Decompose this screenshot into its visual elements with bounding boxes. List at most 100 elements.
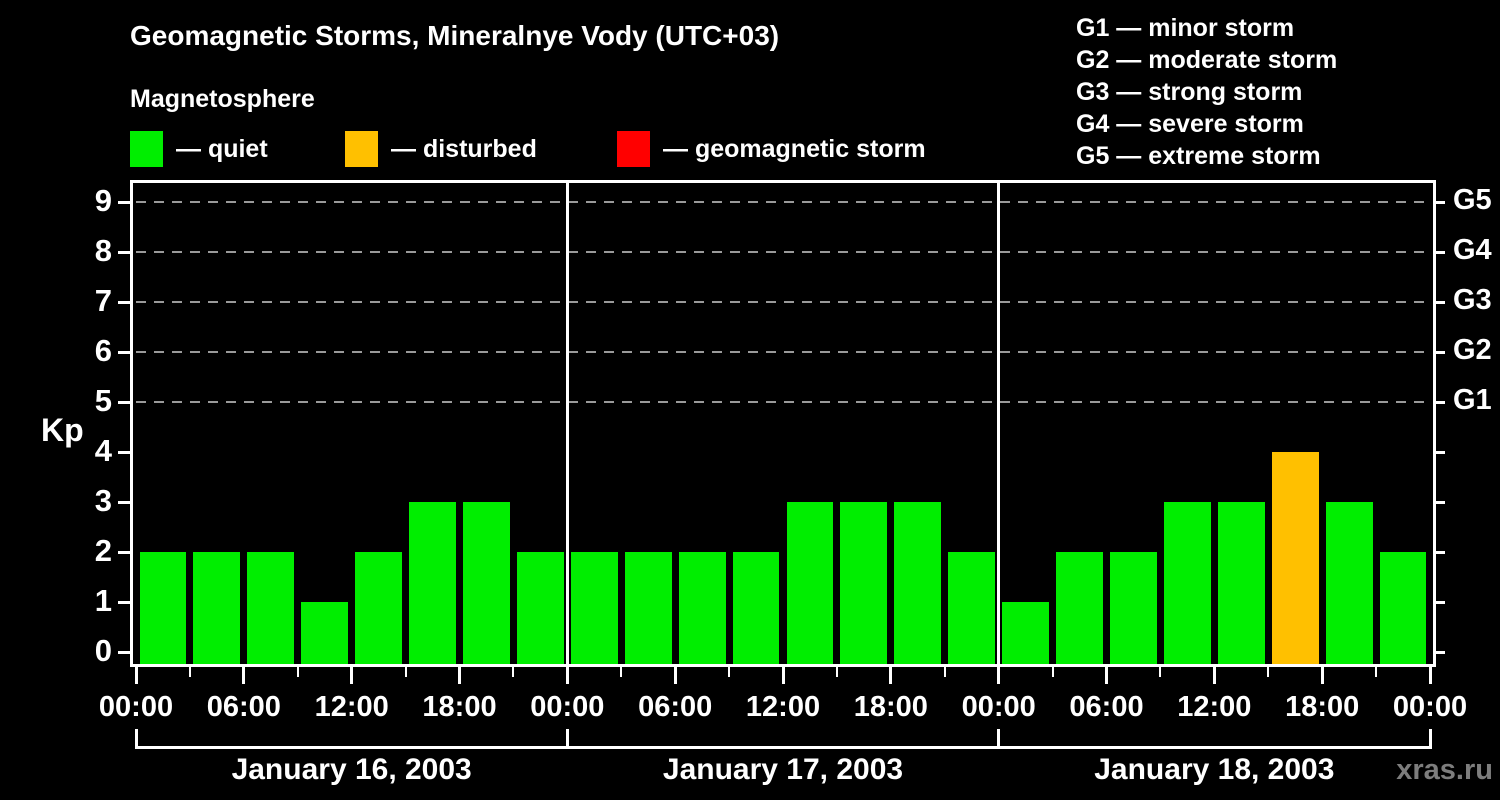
day-bracket-tick-0	[134, 729, 138, 749]
quiet-color-swatch	[130, 131, 163, 167]
x-axis-minor-tick	[835, 667, 838, 677]
x-tick-label-2: 06:00	[206, 691, 281, 723]
kp-bar-day1-slot1-quiet	[139, 552, 187, 664]
x-axis-major-tick	[458, 667, 461, 684]
right-axis-tick-6	[1433, 351, 1445, 354]
x-tick-label-16: 00:00	[961, 691, 1036, 723]
y-axis-tick-2	[118, 551, 130, 554]
day-separator-2	[997, 183, 1001, 664]
storm-scale-legend: G1 — minor storm G2 — moderate storm G3 …	[1076, 12, 1337, 172]
x-axis-minor-tick	[296, 667, 299, 677]
legend-item-storm: — geomagnetic storm	[617, 131, 926, 167]
gridline-kp-6	[136, 351, 1430, 353]
y-tick-label-7: 7	[94, 283, 112, 318]
kp-bar-day2-slot4-quiet	[732, 552, 780, 664]
y-axis-tick-4	[118, 451, 130, 454]
x-axis-minor-tick	[1051, 667, 1054, 677]
x-tick-label-14: 18:00	[853, 691, 928, 723]
y-axis-tick-9	[118, 201, 130, 204]
x-axis-minor-tick	[512, 667, 515, 677]
g1-legend-line: G1 — minor storm	[1076, 14, 1295, 42]
g4-legend-line: G4 — severe storm	[1076, 110, 1304, 138]
kp-bar-day2-slot7-quiet	[894, 502, 942, 664]
g-scale-label-g1: G1	[1453, 384, 1492, 416]
y-tick-label-6: 6	[94, 333, 112, 368]
kp-bar-day1-slot7-quiet	[463, 502, 510, 664]
gridline-kp-5	[136, 401, 1430, 403]
x-axis-major-tick	[781, 667, 785, 684]
kp-bar-day1-slot3-quiet	[247, 552, 295, 664]
kp-bar-day2-slot8-quiet	[948, 552, 996, 664]
y-tick-label-8: 8	[94, 233, 112, 268]
legend-item-quiet: — quiet	[130, 131, 268, 167]
x-tick-label-6: 18:00	[422, 691, 497, 723]
x-axis-major-tick	[1212, 667, 1216, 684]
x-axis-major-tick	[1320, 667, 1324, 684]
x-axis-major-tick	[565, 667, 569, 684]
kp-bar-day1-slot2-quiet	[193, 552, 241, 664]
kp-bar-day3-slot7-quiet	[1325, 502, 1373, 664]
kp-bar-day1-slot4-quiet	[301, 602, 349, 664]
legend-label-quiet: — quiet	[176, 134, 268, 163]
x-axis-major-tick	[1428, 667, 1432, 684]
day-bracket-tick-1	[565, 729, 569, 749]
day-label-2: January 17, 2003	[662, 753, 904, 786]
kp-bar-day3-slot5-quiet	[1217, 502, 1265, 664]
g-scale-label-g4: G4	[1453, 234, 1492, 266]
y-axis-tick-1	[118, 601, 130, 604]
g-scale-label-g5: G5	[1453, 184, 1492, 216]
x-axis-minor-tick	[404, 667, 407, 677]
kp-bar-day1-slot6-quiet	[409, 502, 456, 664]
x-axis-major-tick	[350, 667, 354, 684]
y-tick-label-0: 0	[94, 633, 112, 668]
y-tick-label-3: 3	[94, 483, 112, 518]
legend-label-storm: — geomagnetic storm	[663, 134, 926, 163]
g-scale-label-g3: G3	[1453, 284, 1492, 316]
day-bracket-tick-3	[1428, 729, 1432, 749]
kp-bar-day2-slot2-quiet	[624, 552, 672, 664]
kp-bar-day3-slot8-quiet	[1379, 552, 1427, 664]
kp-bar-day3-slot4-quiet	[1163, 502, 1211, 664]
y-axis-tick-8	[118, 251, 130, 254]
disturbed-color-swatch	[345, 131, 378, 167]
day-bracket-tick-2	[997, 729, 1001, 749]
x-tick-label-20: 12:00	[1177, 691, 1252, 723]
g3-legend-line: G3 — strong storm	[1076, 78, 1303, 106]
kp-bar-day2-slot5-quiet	[786, 502, 834, 664]
y-axis-tick-6	[118, 351, 130, 354]
g2-legend-line: G2 — moderate storm	[1076, 46, 1338, 74]
y-axis-tick-7	[118, 301, 130, 304]
x-tick-label-0: 00:00	[98, 691, 174, 723]
right-axis-tick-8	[1433, 251, 1445, 254]
x-tick-label-10: 06:00	[638, 691, 713, 723]
kp-bar-day3-slot6-disturbed	[1271, 452, 1319, 664]
right-axis-tick-5	[1433, 401, 1445, 404]
kp-bar-day2-slot3-quiet	[678, 552, 726, 664]
x-axis-major-tick	[997, 667, 1001, 684]
day-label-3: January 18, 2003	[1094, 753, 1335, 786]
y-tick-label-9: 9	[94, 183, 112, 218]
x-axis-major-tick	[889, 667, 893, 684]
x-tick-label-4: 12:00	[314, 691, 389, 723]
kp-bar-day3-slot2-quiet	[1056, 552, 1103, 664]
right-axis-tick-0	[1433, 651, 1445, 654]
y-tick-label-5: 5	[94, 383, 112, 418]
legend-label-disturbed: — disturbed	[391, 134, 537, 163]
kp-bar-day2-slot1-quiet	[570, 552, 618, 664]
page-title: Geomagnetic Storms, Mineralnye Vody (UTC…	[130, 20, 780, 51]
g-scale-label-g2: G2	[1453, 334, 1492, 366]
kp-bar-day3-slot3-quiet	[1110, 552, 1157, 664]
day-label-1: January 16, 2003	[231, 753, 472, 786]
chart-subtitle: Magnetosphere	[130, 85, 315, 113]
gridline-kp-9	[136, 201, 1430, 203]
x-axis-minor-tick	[728, 667, 731, 677]
x-axis-minor-tick	[1267, 667, 1270, 677]
x-tick-label-8: 00:00	[530, 691, 605, 723]
x-tick-label-18: 06:00	[1069, 691, 1144, 723]
legend-item-disturbed: — disturbed	[345, 131, 537, 167]
g5-legend-line: G5 — extreme storm	[1076, 142, 1321, 170]
x-tick-label-12: 12:00	[745, 691, 821, 723]
x-axis-major-tick	[673, 667, 677, 684]
x-axis-major-tick	[134, 667, 138, 684]
